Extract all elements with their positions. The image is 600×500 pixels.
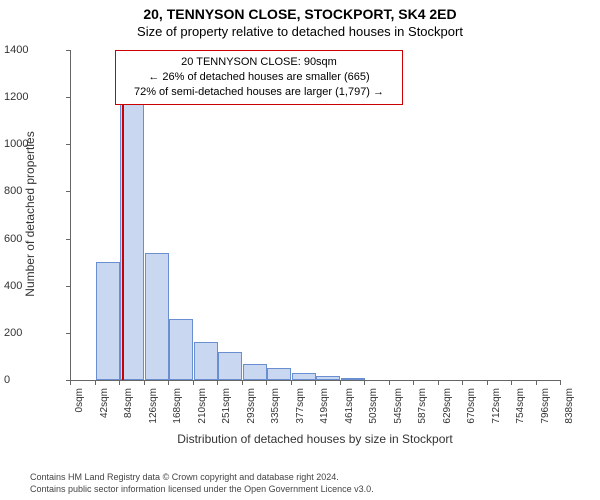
x-tick-label: 503sqm — [368, 388, 379, 438]
info-line-3: 72% of semi-detached houses are larger (… — [124, 85, 394, 100]
x-tick-mark — [217, 380, 218, 385]
x-tick-mark — [511, 380, 512, 385]
x-tick-label: 712sqm — [491, 388, 502, 438]
x-tick-mark — [462, 380, 463, 385]
x-tick-mark — [70, 380, 71, 385]
bar — [169, 319, 193, 380]
info-line-1: 20 TENNYSON CLOSE: 90sqm — [124, 55, 394, 70]
bar — [267, 368, 291, 380]
x-tick-label: 629sqm — [442, 388, 453, 438]
bar — [243, 364, 267, 381]
x-tick-mark — [291, 380, 292, 385]
x-tick-mark — [119, 380, 120, 385]
y-tick-label: 1400 — [4, 44, 66, 56]
x-tick-mark — [95, 380, 96, 385]
x-tick-mark — [315, 380, 316, 385]
info-line-2: ← 26% of detached houses are smaller (66… — [124, 70, 394, 85]
chart-subtitle: Size of property relative to detached ho… — [0, 22, 600, 39]
x-tick-label: 587sqm — [417, 388, 428, 438]
x-tick-label: 335sqm — [270, 388, 281, 438]
x-tick-label: 838sqm — [564, 388, 575, 438]
x-tick-label: 670sqm — [466, 388, 477, 438]
x-tick-mark — [340, 380, 341, 385]
x-tick-label: 0sqm — [74, 388, 85, 438]
x-tick-label: 545sqm — [393, 388, 404, 438]
x-tick-mark — [560, 380, 561, 385]
bar — [218, 352, 242, 380]
x-tick-label: 210sqm — [197, 388, 208, 438]
x-tick-mark — [168, 380, 169, 385]
x-axis-label: Distribution of detached houses by size … — [70, 432, 560, 446]
x-tick-mark — [438, 380, 439, 385]
y-tick-label: 0 — [4, 374, 66, 386]
x-tick-label: 796sqm — [540, 388, 551, 438]
x-tick-mark — [364, 380, 365, 385]
bar — [96, 262, 120, 380]
chart-title: 20, TENNYSON CLOSE, STOCKPORT, SK4 2ED — [0, 0, 600, 22]
x-tick-label: 251sqm — [221, 388, 232, 438]
bar — [145, 253, 169, 380]
x-axis: 0sqm 42sqm 84sqm 126sqm 168sqm 210sqm 251sqm 29… — [70, 380, 560, 440]
x-tick-label: 84sqm — [123, 388, 134, 438]
bar — [194, 342, 218, 380]
x-tick-label: 168sqm — [172, 388, 183, 438]
x-tick-label: 126sqm — [148, 388, 159, 438]
y-tick-label: 200 — [4, 327, 66, 339]
y-axis-label: Number of detached properties — [23, 114, 37, 314]
x-tick-mark — [242, 380, 243, 385]
x-tick-mark — [144, 380, 145, 385]
copyright-line-2: Contains public sector information licen… — [30, 484, 374, 496]
info-box: 20 TENNYSON CLOSE: 90sqm ← 26% of detach… — [115, 50, 403, 105]
x-tick-label: 377sqm — [295, 388, 306, 438]
bar — [292, 373, 316, 380]
x-tick-mark — [536, 380, 537, 385]
x-tick-mark — [266, 380, 267, 385]
x-tick-mark — [487, 380, 488, 385]
x-tick-mark — [193, 380, 194, 385]
copyright-line-1: Contains HM Land Registry data © Crown c… — [30, 472, 374, 484]
y-tick-label: 1200 — [4, 91, 66, 103]
x-tick-label: 419sqm — [319, 388, 330, 438]
x-tick-label: 42sqm — [99, 388, 110, 438]
chart-container: 20, TENNYSON CLOSE, STOCKPORT, SK4 2ED S… — [0, 0, 600, 500]
x-tick-label: 461sqm — [344, 388, 355, 438]
x-tick-mark — [389, 380, 390, 385]
footer: Contains HM Land Registry data © Crown c… — [30, 472, 374, 495]
x-tick-label: 754sqm — [515, 388, 526, 438]
x-tick-label: 293sqm — [246, 388, 257, 438]
x-tick-mark — [413, 380, 414, 385]
